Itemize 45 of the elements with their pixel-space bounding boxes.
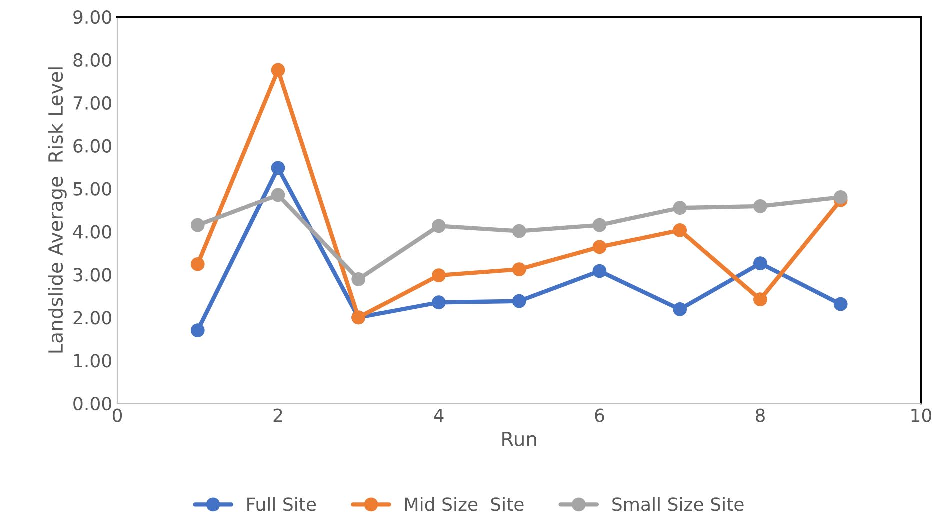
point: [271, 188, 286, 202]
point: [673, 201, 688, 216]
point: [190, 218, 205, 232]
y-tick-label: 1.00: [74, 354, 112, 368]
y-axis-title: Landslide Average Risk Level: [48, 68, 67, 353]
y-tick-label: 4.00: [73, 225, 112, 239]
y-tick-label: 6.00: [74, 139, 112, 153]
point: [512, 294, 526, 308]
point: [271, 161, 286, 176]
legend-label: Mid Size Site: [406, 497, 524, 512]
point: [592, 218, 607, 232]
point: [673, 302, 688, 316]
point: [512, 224, 526, 238]
point: [512, 262, 526, 276]
point: [432, 219, 446, 234]
point: [834, 190, 848, 204]
point: [190, 324, 205, 338]
y-tick-label: 8.00: [74, 53, 112, 68]
point: [432, 296, 446, 310]
point: [592, 264, 607, 278]
point: [754, 199, 768, 214]
point: [271, 63, 286, 78]
point: [592, 240, 607, 254]
point: [834, 297, 848, 312]
y-tick-label: 9.00: [74, 10, 112, 24]
point: [754, 292, 768, 307]
legend-label: Full Site: [248, 497, 316, 512]
x-tick-label: 4: [434, 408, 444, 422]
legend-label: Small Size Site: [612, 497, 744, 512]
x-axis-title: Run: [502, 432, 536, 446]
y-tick-label: 2.00: [74, 311, 112, 325]
point: [754, 256, 768, 270]
point: [673, 224, 688, 238]
x-tick-label: 2: [274, 408, 282, 422]
y-tick-label: 5.00: [74, 182, 112, 196]
point: [432, 268, 446, 283]
y-tick-label: 3.00: [74, 268, 112, 282]
point: [190, 257, 205, 272]
y-tick-label: 0.00: [74, 397, 112, 411]
x-tick-label: 6: [595, 408, 604, 422]
x-tick-label: 8: [756, 408, 765, 422]
point: [352, 272, 366, 286]
y-tick-label: 7.00: [74, 96, 112, 110]
x-tick-label: 0: [112, 408, 122, 422]
x-tick-label: 10: [912, 408, 932, 422]
